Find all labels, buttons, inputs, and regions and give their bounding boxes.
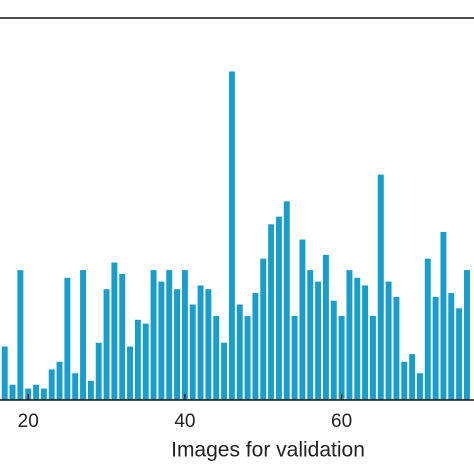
bar: [252, 293, 259, 400]
bar: [385, 281, 392, 400]
bar: [40, 388, 47, 400]
bar: [409, 354, 416, 400]
bar: [369, 315, 376, 400]
bar: [95, 342, 102, 400]
bar: [401, 361, 408, 400]
x-tick-label: 60: [331, 411, 352, 432]
bar: [424, 258, 431, 400]
bar: [1, 346, 8, 400]
bar: [197, 285, 204, 400]
x-tick-label: 20: [18, 411, 39, 432]
bar: [103, 289, 110, 400]
bar: [463, 270, 470, 400]
bar: [448, 293, 455, 400]
bar: [72, 373, 79, 400]
bar: [432, 296, 439, 400]
bar: [119, 273, 126, 400]
bar: [142, 323, 149, 400]
bar: [127, 346, 134, 400]
bar: [260, 258, 267, 400]
bar: [174, 289, 181, 400]
bar: [213, 315, 220, 400]
bar: [236, 304, 243, 400]
bar: [354, 277, 361, 400]
bar: [307, 270, 314, 400]
bar: [315, 281, 322, 400]
x-tick-label: 40: [174, 411, 195, 432]
bar: [283, 201, 290, 400]
bar: [189, 304, 196, 400]
bar: [456, 308, 463, 400]
bar: [150, 270, 157, 400]
bar: [181, 270, 188, 400]
bar: [228, 71, 235, 400]
bar: [299, 239, 306, 400]
bar: [416, 373, 423, 400]
bar: [9, 384, 16, 400]
bar: [346, 270, 353, 400]
bar: [17, 270, 24, 400]
bar: [362, 285, 369, 400]
bar: [221, 342, 228, 400]
bar: [377, 174, 384, 400]
x-axis-label: Images for validation: [171, 439, 365, 462]
bar: [64, 277, 71, 400]
bar: [244, 315, 251, 400]
bar: [440, 231, 447, 400]
bar: [80, 270, 87, 400]
bar: [393, 296, 400, 400]
bar: [56, 361, 63, 400]
bar: [330, 300, 337, 400]
bar: [275, 216, 282, 400]
bar: [322, 254, 329, 400]
bar: [111, 262, 118, 400]
bar: [291, 315, 298, 400]
bar: [338, 315, 345, 400]
bar: [158, 281, 165, 400]
bar: [205, 289, 212, 400]
bar: [48, 369, 55, 400]
bar: [268, 224, 275, 400]
bar: [134, 319, 141, 400]
bar: [87, 380, 94, 400]
bar: [33, 384, 40, 400]
bar: [166, 270, 173, 400]
